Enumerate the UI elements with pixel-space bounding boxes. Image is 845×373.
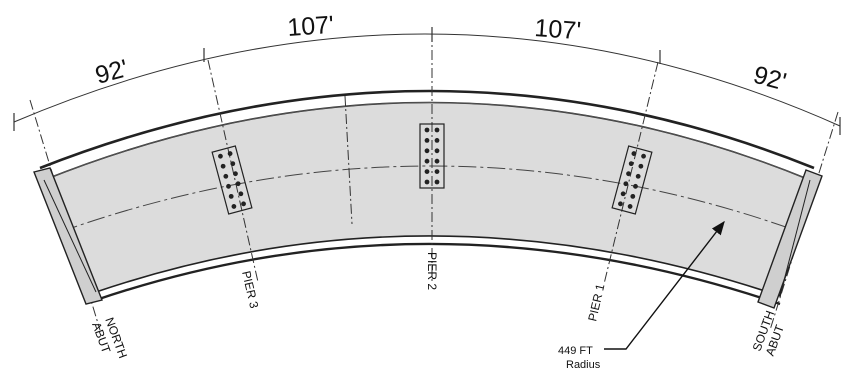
pier-column-dot [434,179,440,185]
south-abutment [757,169,823,309]
pier-column-dot [220,163,226,169]
span1-dimension: 92' [92,54,131,89]
span3-dimension: 107' [534,14,582,45]
pier1-line [603,61,659,285]
pier-column-dot [434,148,440,154]
pier3-label: PIER 3 [239,270,261,311]
pier-column-dot [424,179,430,185]
pier-column-dot [641,153,646,159]
radius-note-label: Radius [566,359,601,371]
pier-column-dot [226,183,231,189]
pier-column-dot [630,193,636,199]
pier-column-dot [434,169,440,174]
pier1-columns [611,145,653,215]
pier-column-dot [628,161,634,167]
pier-column-dot [238,191,244,197]
pier-column-dot [434,158,440,164]
roadway-centerline [59,165,801,233]
north-abutment [33,167,103,305]
pier-column-dot [424,138,430,143]
pier-column-dot [241,201,246,207]
pier3-columns [211,145,253,215]
outer-barrier-inner [43,102,811,181]
dimension-arc [13,33,841,127]
pier2-label: PIER 2 [425,252,439,290]
pier-column-dot [231,204,237,209]
pier-column-groups [211,123,653,215]
pier-column-dot [434,127,440,133]
pier-column-dot [223,173,229,179]
pier-column-dot [633,183,638,189]
pier-column-dot [638,163,644,169]
outer-barrier [39,89,815,170]
pier-column-dot [233,171,238,177]
pier-column-dot [627,204,633,209]
pier-column-dot [424,158,430,164]
pier-column-dot [228,193,234,199]
pier-column-dot [631,151,637,156]
span2-dimension: 107' [286,11,334,42]
pier-column-dot [635,173,641,179]
inner-barrier [95,242,781,306]
pier-column-dot [620,191,626,197]
south-abut-label: SOUTH ABUT [750,309,787,358]
radius-leader [604,220,725,350]
pier2-columns [419,123,445,189]
pier-column-dot [424,127,430,133]
pier-column-dot [227,151,233,156]
pier-column-dot [235,181,241,187]
pier-column-dot [424,148,430,154]
radius-note-value: 449 FT [558,345,593,357]
pier-column-dot [424,169,430,174]
pier-column-dot [230,161,236,167]
pier-column-dot [434,138,440,143]
pier-column-dot [626,171,631,177]
pier1-label: PIER 1 [585,282,607,323]
pier3-line [207,59,259,283]
span4-dimension: 92' [750,61,789,96]
pier-column-dot [218,153,223,159]
pier-column-dot [623,181,629,187]
north-abut-label: NORTH ABUT [89,315,130,360]
midspan-mark [344,95,353,225]
pier-column-dot [618,201,623,207]
